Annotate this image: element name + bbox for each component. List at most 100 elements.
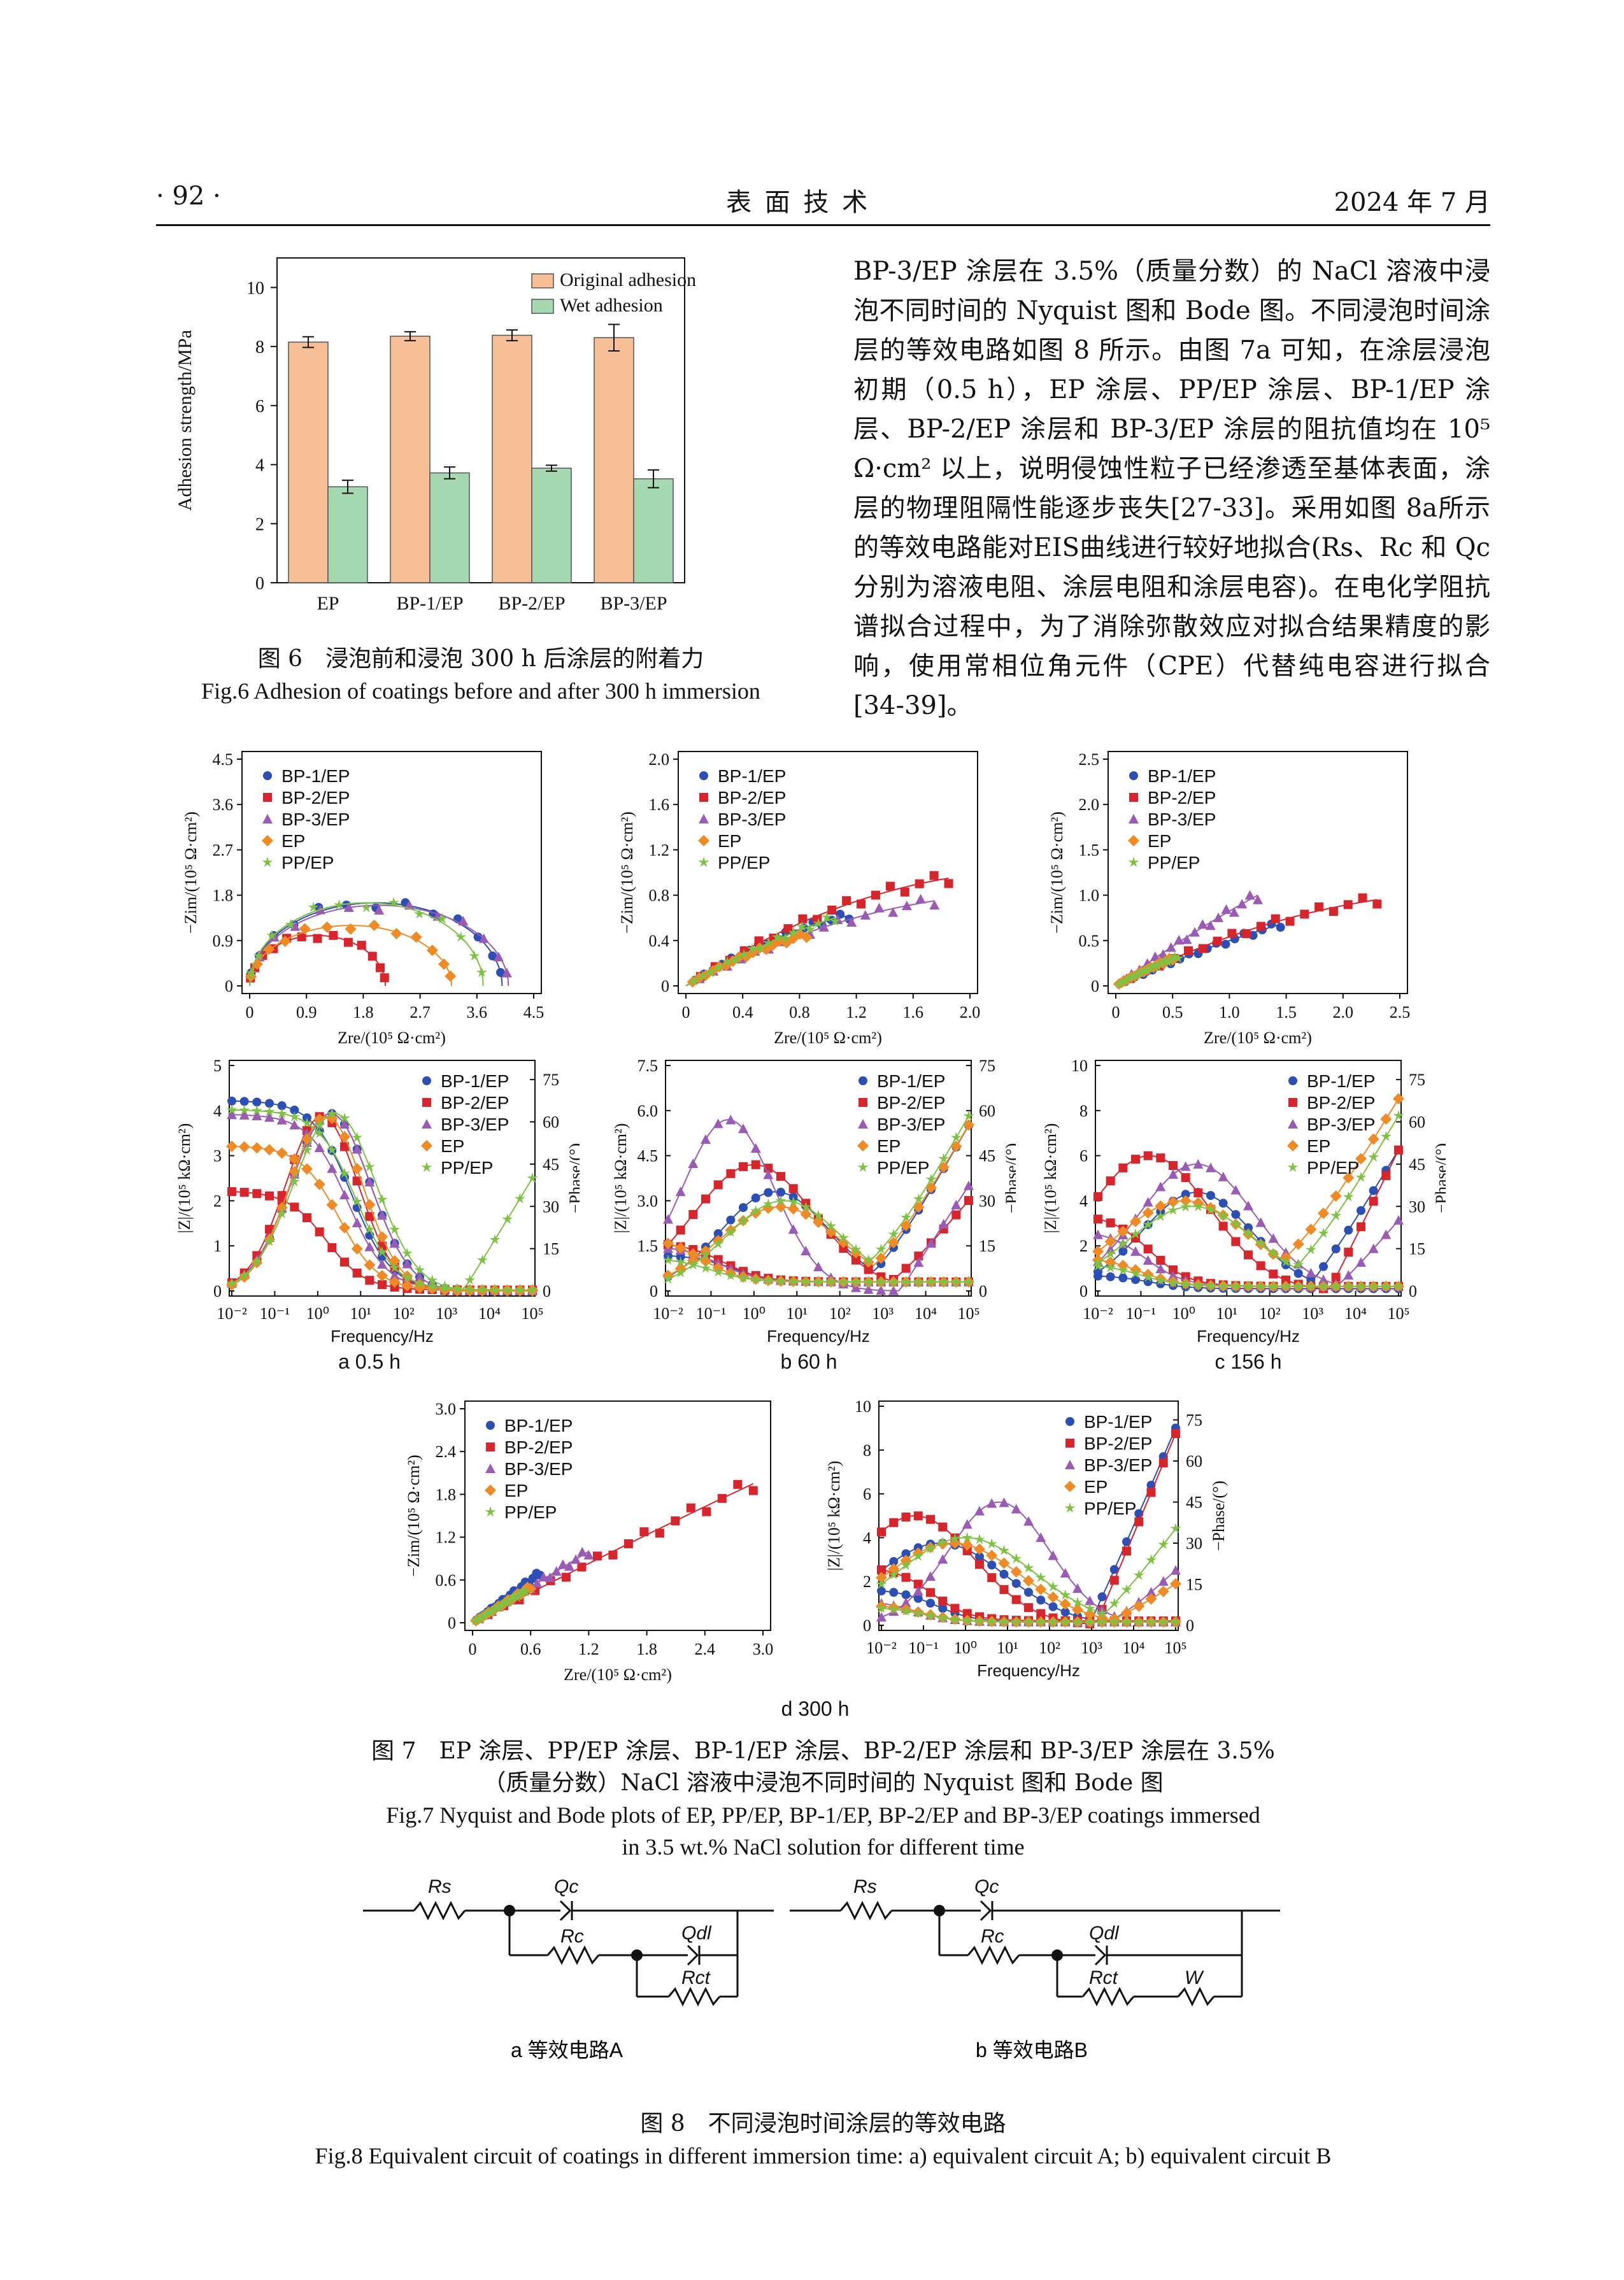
phase-point xyxy=(975,1552,984,1562)
phase-point xyxy=(402,1258,413,1269)
data-point xyxy=(514,1588,525,1599)
data-point xyxy=(763,937,774,948)
data-point xyxy=(783,924,793,934)
magnitude-point xyxy=(352,1268,362,1278)
legend-label: BP-3/EP xyxy=(441,1115,509,1134)
phase-point xyxy=(1010,1566,1022,1578)
magnitude-point xyxy=(265,1099,274,1108)
magnitude-point xyxy=(1047,1616,1059,1627)
y-tick-label: 0 xyxy=(213,1282,222,1300)
circuit-b-rs: Rs xyxy=(853,1876,877,1897)
data-point xyxy=(780,932,791,943)
phase-point xyxy=(1155,1181,1166,1192)
y2-tick-label: 30 xyxy=(979,1192,995,1210)
phase-point xyxy=(1205,1204,1216,1215)
data-point xyxy=(501,967,512,978)
phase-point xyxy=(1155,1210,1166,1222)
y-axis-label: |Z|/(10⁵ kΩ·cm²) xyxy=(611,1123,630,1234)
magnitude-point xyxy=(301,1163,313,1175)
phase-point xyxy=(1024,1588,1033,1597)
phase-point xyxy=(875,1252,887,1264)
data-point xyxy=(804,923,816,934)
phase-point xyxy=(464,1274,476,1285)
circuit-a-rc: Rc xyxy=(560,1926,584,1947)
legend-marker xyxy=(1129,814,1139,823)
phase-point xyxy=(502,1213,513,1224)
issue-date: 2024 年 7 月 xyxy=(1334,188,1490,217)
circuit-b-qc: Qc xyxy=(974,1876,999,1897)
phase-point xyxy=(737,1215,749,1225)
phase-point xyxy=(1059,1598,1071,1610)
data-point xyxy=(915,894,926,904)
magnitude-point xyxy=(901,1276,912,1287)
phase-point xyxy=(813,1216,824,1229)
x-category-label: BP-3/EP xyxy=(600,593,667,614)
y2-tick-label: 45 xyxy=(543,1155,559,1174)
legend-marker xyxy=(1065,1460,1075,1469)
nyquist-series xyxy=(470,1479,758,1627)
x-tick-label: 10⁵ xyxy=(521,1304,543,1323)
legend-label: Wet adhesion xyxy=(560,295,663,316)
magnitude-point xyxy=(926,1599,935,1608)
data-point xyxy=(564,1561,574,1571)
y2-tick-label: 30 xyxy=(1409,1197,1425,1216)
phase-point xyxy=(1047,1591,1059,1603)
legend-label: BP-2/EP xyxy=(1084,1434,1152,1453)
circuit-b-rct: Rct xyxy=(1089,1967,1119,1988)
phase-point xyxy=(725,1115,736,1125)
data-point xyxy=(846,916,857,927)
phase-point xyxy=(1343,1191,1354,1202)
data-point xyxy=(1138,965,1150,976)
magnitude-point xyxy=(875,1276,887,1287)
magnitude-point xyxy=(825,1276,837,1286)
phase-point xyxy=(352,1144,362,1154)
bode-a-chart: 10⁻² 10⁻¹ 10⁰ 10¹ 10² 10³ 10⁴ 10⁵01234501530456… xyxy=(175,1057,580,1346)
legend-marker xyxy=(1288,1119,1298,1129)
phase-point xyxy=(1023,1575,1034,1587)
data-point xyxy=(688,975,700,986)
magnitude-point xyxy=(364,1241,375,1251)
magnitude-point xyxy=(1155,1264,1166,1274)
x-tick-label: 0.8 xyxy=(789,1003,810,1022)
legend-marker xyxy=(858,1076,867,1085)
phase-point xyxy=(986,1550,998,1562)
y-tick-label: 0.5 xyxy=(1079,932,1100,950)
circuit-b-w: W xyxy=(1185,1967,1204,1988)
phase-point xyxy=(901,1597,911,1607)
data-point xyxy=(1165,942,1176,952)
phase-point xyxy=(1142,1207,1154,1219)
page-number: · 92 · xyxy=(156,182,221,211)
phase-point xyxy=(1072,1597,1083,1607)
phase-point xyxy=(388,1255,401,1267)
phase-point xyxy=(1268,1233,1279,1243)
phase-point xyxy=(998,1544,1010,1555)
y-tick-label: 10 xyxy=(1071,1057,1088,1075)
circuit-a-qdl: Qdl xyxy=(681,1923,712,1944)
magnitude-point xyxy=(527,1284,538,1295)
phase-point xyxy=(676,1225,685,1235)
legend-label: PP/EP xyxy=(1307,1158,1359,1178)
y-tick-label: 2.7 xyxy=(213,841,234,859)
phase-point xyxy=(339,1112,350,1123)
phase-point xyxy=(1393,1109,1404,1121)
phase-point xyxy=(901,1211,912,1222)
y-tick-label: 0.4 xyxy=(649,932,670,950)
phase-point xyxy=(1130,1215,1141,1227)
legend-label: EP xyxy=(441,1136,464,1156)
magnitude-point xyxy=(1130,1267,1141,1279)
magnitude-point xyxy=(1343,1280,1354,1292)
phase-point xyxy=(1158,1576,1169,1586)
magnitude-point xyxy=(288,1111,300,1122)
data-point xyxy=(755,943,766,953)
data-point xyxy=(608,1550,618,1560)
magnitude-point xyxy=(775,1275,787,1286)
x-tick-label: 10¹ xyxy=(786,1304,808,1323)
phase-point xyxy=(788,1224,799,1234)
legend-label: EP xyxy=(1084,1477,1108,1497)
body-paragraph: BP-3/EP 涂层在 3.5%（质量分数）的 NaCl 溶液中浸泡不同时间的 … xyxy=(853,252,1490,725)
data-point xyxy=(455,931,467,942)
data-point xyxy=(1183,946,1193,955)
data-point xyxy=(374,905,385,915)
x-tick-label: 10² xyxy=(1039,1639,1060,1657)
data-point xyxy=(488,951,497,961)
